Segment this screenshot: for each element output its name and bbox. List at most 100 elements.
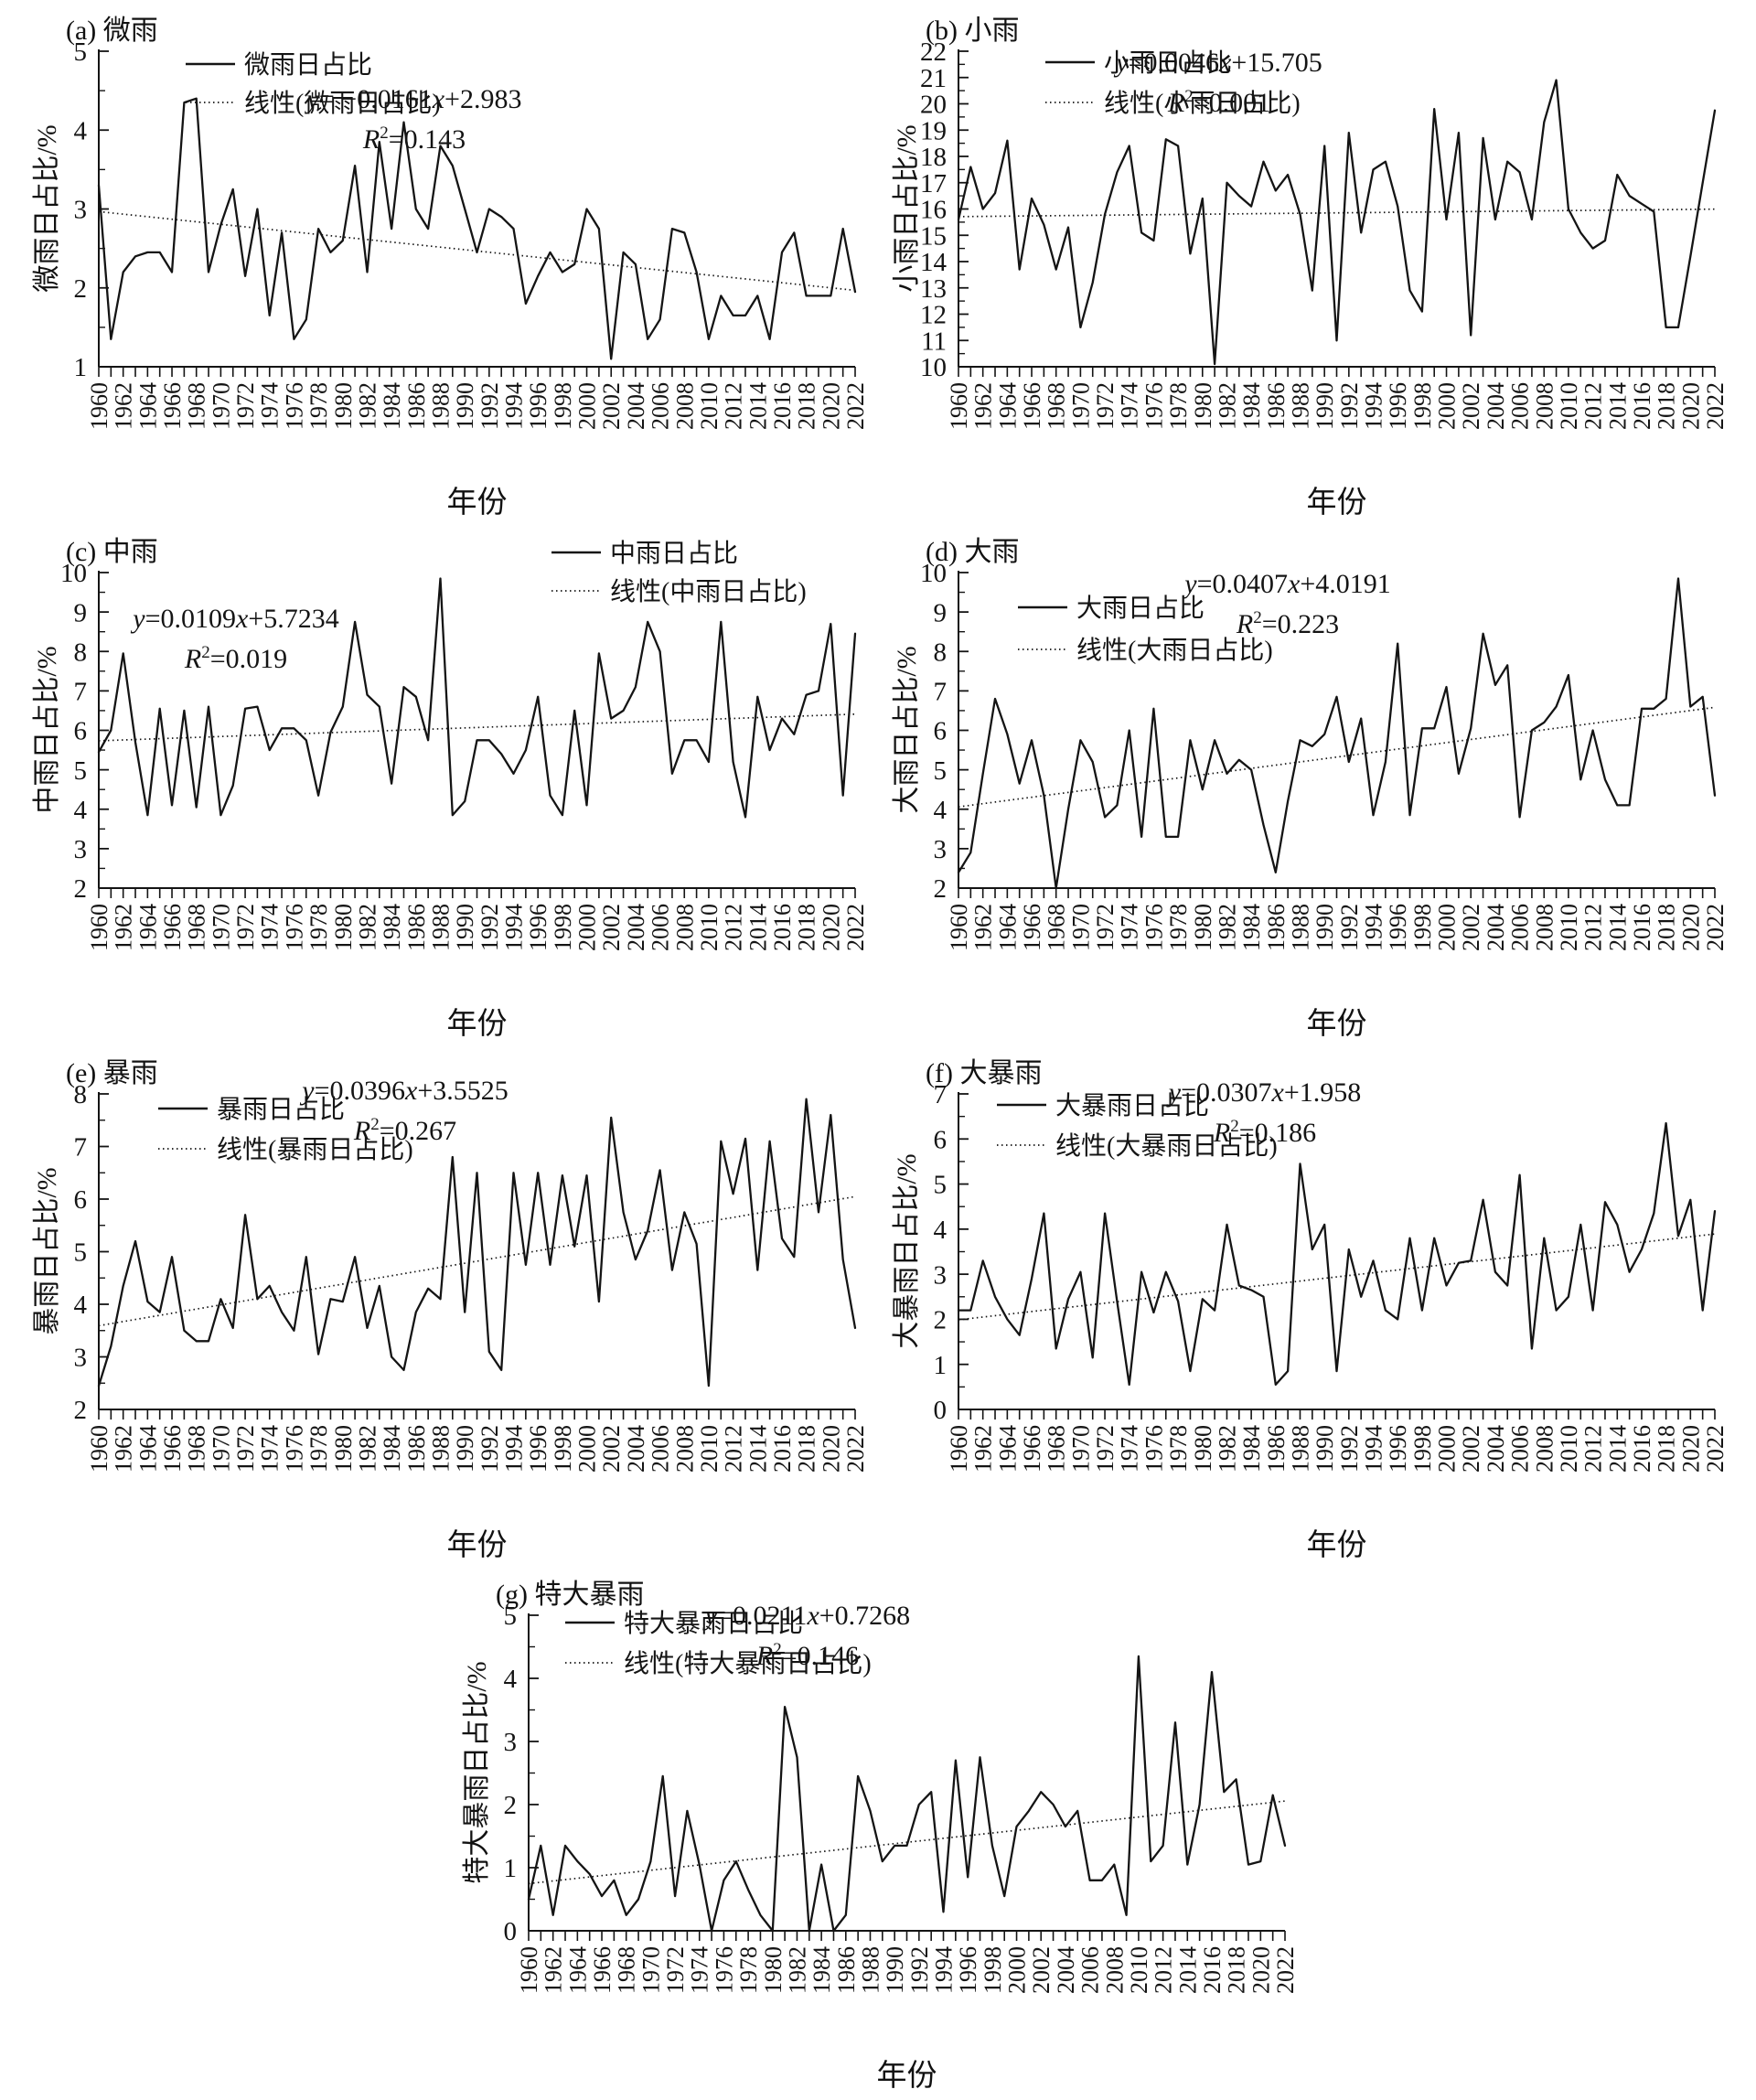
x-tick-label: 1994 [1361,1425,1387,1473]
y-axis-title-b: 小雨日占比/% [892,124,922,293]
x-tick-label: 1982 [354,1425,380,1473]
x-tick-label: 1974 [1117,382,1143,430]
x-ticks: 1960196219641966196819701972197419761978… [946,1409,1729,1473]
x-tick-label: 1978 [1165,1425,1192,1473]
x-tick-label: 2002 [1458,904,1484,951]
y-tick-label: 11 [921,327,947,356]
y-tick-label: 6 [74,1185,88,1215]
x-tick-label: 2012 [721,382,747,430]
chart-panel-d: 2 3 4 5 6 7 8 9 10 1960 1962 1964 1966 1968 1970 1972 19… [878,527,1738,1048]
y-tick-label: 8 [74,1080,88,1109]
chart-panel-f: 0 1 2 3 4 5 6 7 1960 1962 1964 1966 1968 1970 1972 1974… [878,1048,1738,1570]
x-tick-label: 2006 [648,1425,674,1473]
y-tick-label: 19 [920,116,947,145]
y-tick-label: 5 [934,1171,948,1200]
chart-panel-g: 0 1 2 3 4 5 1960 1962 1964 1966 1968 1970 1972 1974 19… [448,1570,1308,2100]
chart-canvas-b: 1011121314151617181920212219601962196419… [920,38,1729,430]
x-axis-title-f: 年份 [1306,1529,1367,1562]
x-tick-label: 1964 [134,1425,161,1473]
y-tick-label: 6 [934,1125,948,1154]
x-tick-label: 1962 [111,1425,137,1473]
x-tick-label: 1972 [1092,904,1119,951]
x-tick-label: 2010 [1556,382,1582,430]
x-tick-label: 1968 [184,382,210,430]
x-tick-label: 2022 [1702,904,1729,951]
x-tick-label: 1970 [1067,1425,1094,1473]
equation-text: y=0.0307x+1.958 [1166,1077,1362,1108]
x-tick-label: 1998 [1409,1425,1436,1473]
series-line [957,1121,1717,1387]
r-squared-text: R2=0.267 [353,1115,456,1146]
x-tick-label: 1984 [808,1946,835,1994]
y-tick-label: 8 [934,638,948,667]
x-tick-label: 1992 [476,382,503,430]
x-tick-label: 1998 [1409,382,1436,430]
x-tick-label: 2010 [1126,1946,1152,1994]
x-tick-label: 1964 [564,1946,591,1994]
y-tick-label: 2 [74,1396,88,1425]
axes [958,49,1715,368]
x-tick-label: 1964 [134,904,161,951]
legend-series-label: 大暴雨日占比 [1055,1091,1209,1120]
x-tick-label: 2008 [671,904,698,951]
x-tick-label: 1996 [525,382,551,430]
y-tick-label: 3 [74,196,88,225]
x-tick-label: 1996 [1385,382,1411,430]
x-axis-title-c: 年份 [446,1008,508,1041]
chart-canvas-c: 2345678910196019621964196619681970197219… [60,539,869,951]
x-tick-label: 1992 [476,904,503,951]
x-tick-label: 1962 [111,382,137,430]
equation-text: y= −0.0161x+2.983 [305,84,522,114]
x-tick-label: 1964 [994,904,1021,951]
y-tick-label: 1 [74,353,88,382]
y-tick-label: 3 [74,835,88,864]
y-tick-label: 13 [920,274,947,304]
figure-row-4: 0 1 2 3 4 5 1960 1962 1964 1966 1968 1970 1972 1974 19… [0,1570,1756,2100]
x-tick-label: 1990 [1312,904,1338,951]
x-tick-label: 1972 [1092,1425,1119,1473]
x-tick-label: 1968 [184,904,210,951]
axes [98,1092,855,1410]
legend-trend-label: 线性(大雨日占比) [1076,636,1273,665]
r-squared-text: R2=0.186 [1213,1117,1316,1148]
x-tick-label: 1992 [1336,904,1363,951]
series-line [957,577,1717,890]
x-tick-label: 1988 [857,1946,883,1994]
r-squared-text: R2=0.143 [362,123,466,155]
equation: y=0.0211x+0.7268 R2=0.146 [702,1601,910,1671]
trend-line [98,1195,856,1327]
x-tick-label: 1972 [662,1946,689,1994]
x-tick-label: 1986 [403,1425,430,1473]
x-tick-label: 2022 [842,904,869,951]
x-tick-label: 2014 [1604,382,1631,430]
y-tick-label: 3 [74,1344,88,1373]
x-tick-label: 2020 [1677,1425,1704,1473]
x-tick-label: 1972 [232,382,259,430]
x-tick-label: 1978 [305,382,332,430]
x-tick-label: 1998 [550,382,576,430]
legend-series-label: 特大暴雨日占比 [624,1609,803,1638]
x-tick-label: 2022 [842,1425,869,1473]
x-tick-label: 1962 [970,382,997,430]
y-tick-label: 12 [920,301,947,330]
equation: y=0.0407x+4.0191 R2=0.223 [1182,569,1391,639]
legend-trend-label: 线性(小雨日占比) [1104,89,1301,118]
x-tick-label: 1976 [1140,382,1167,430]
chart-title-b: (b) 小雨 [926,16,1020,46]
x-tick-label: 2020 [1677,904,1704,951]
chart-panel-c: 2 3 4 5 6 7 8 9 10 1960 1962 1964 1966 1968 1970 1972 19… [18,527,878,1048]
y-tick-label: 2 [504,1791,518,1820]
x-tick-label: 1984 [1238,904,1265,951]
legend-trend-label: 线性(大暴雨日占比) [1055,1131,1278,1161]
y-ticks: 2 3 4 5 6 7 8 9 10 [60,559,109,904]
x-tick-label: 1966 [159,382,186,430]
equation-text: y=0.0211x+0.7268 [702,1601,910,1631]
chart-panel-b: 10 11 12 13 14 15 16 17 18 19 20 21 22 1960 1962 1964 19… [878,5,1738,527]
x-tick-label: 2020 [818,1425,844,1473]
x-tick-label: 1994 [501,382,528,430]
y-axis-title-c: 中雨日占比/% [32,646,62,814]
x-tick-label: 1960 [86,904,112,951]
